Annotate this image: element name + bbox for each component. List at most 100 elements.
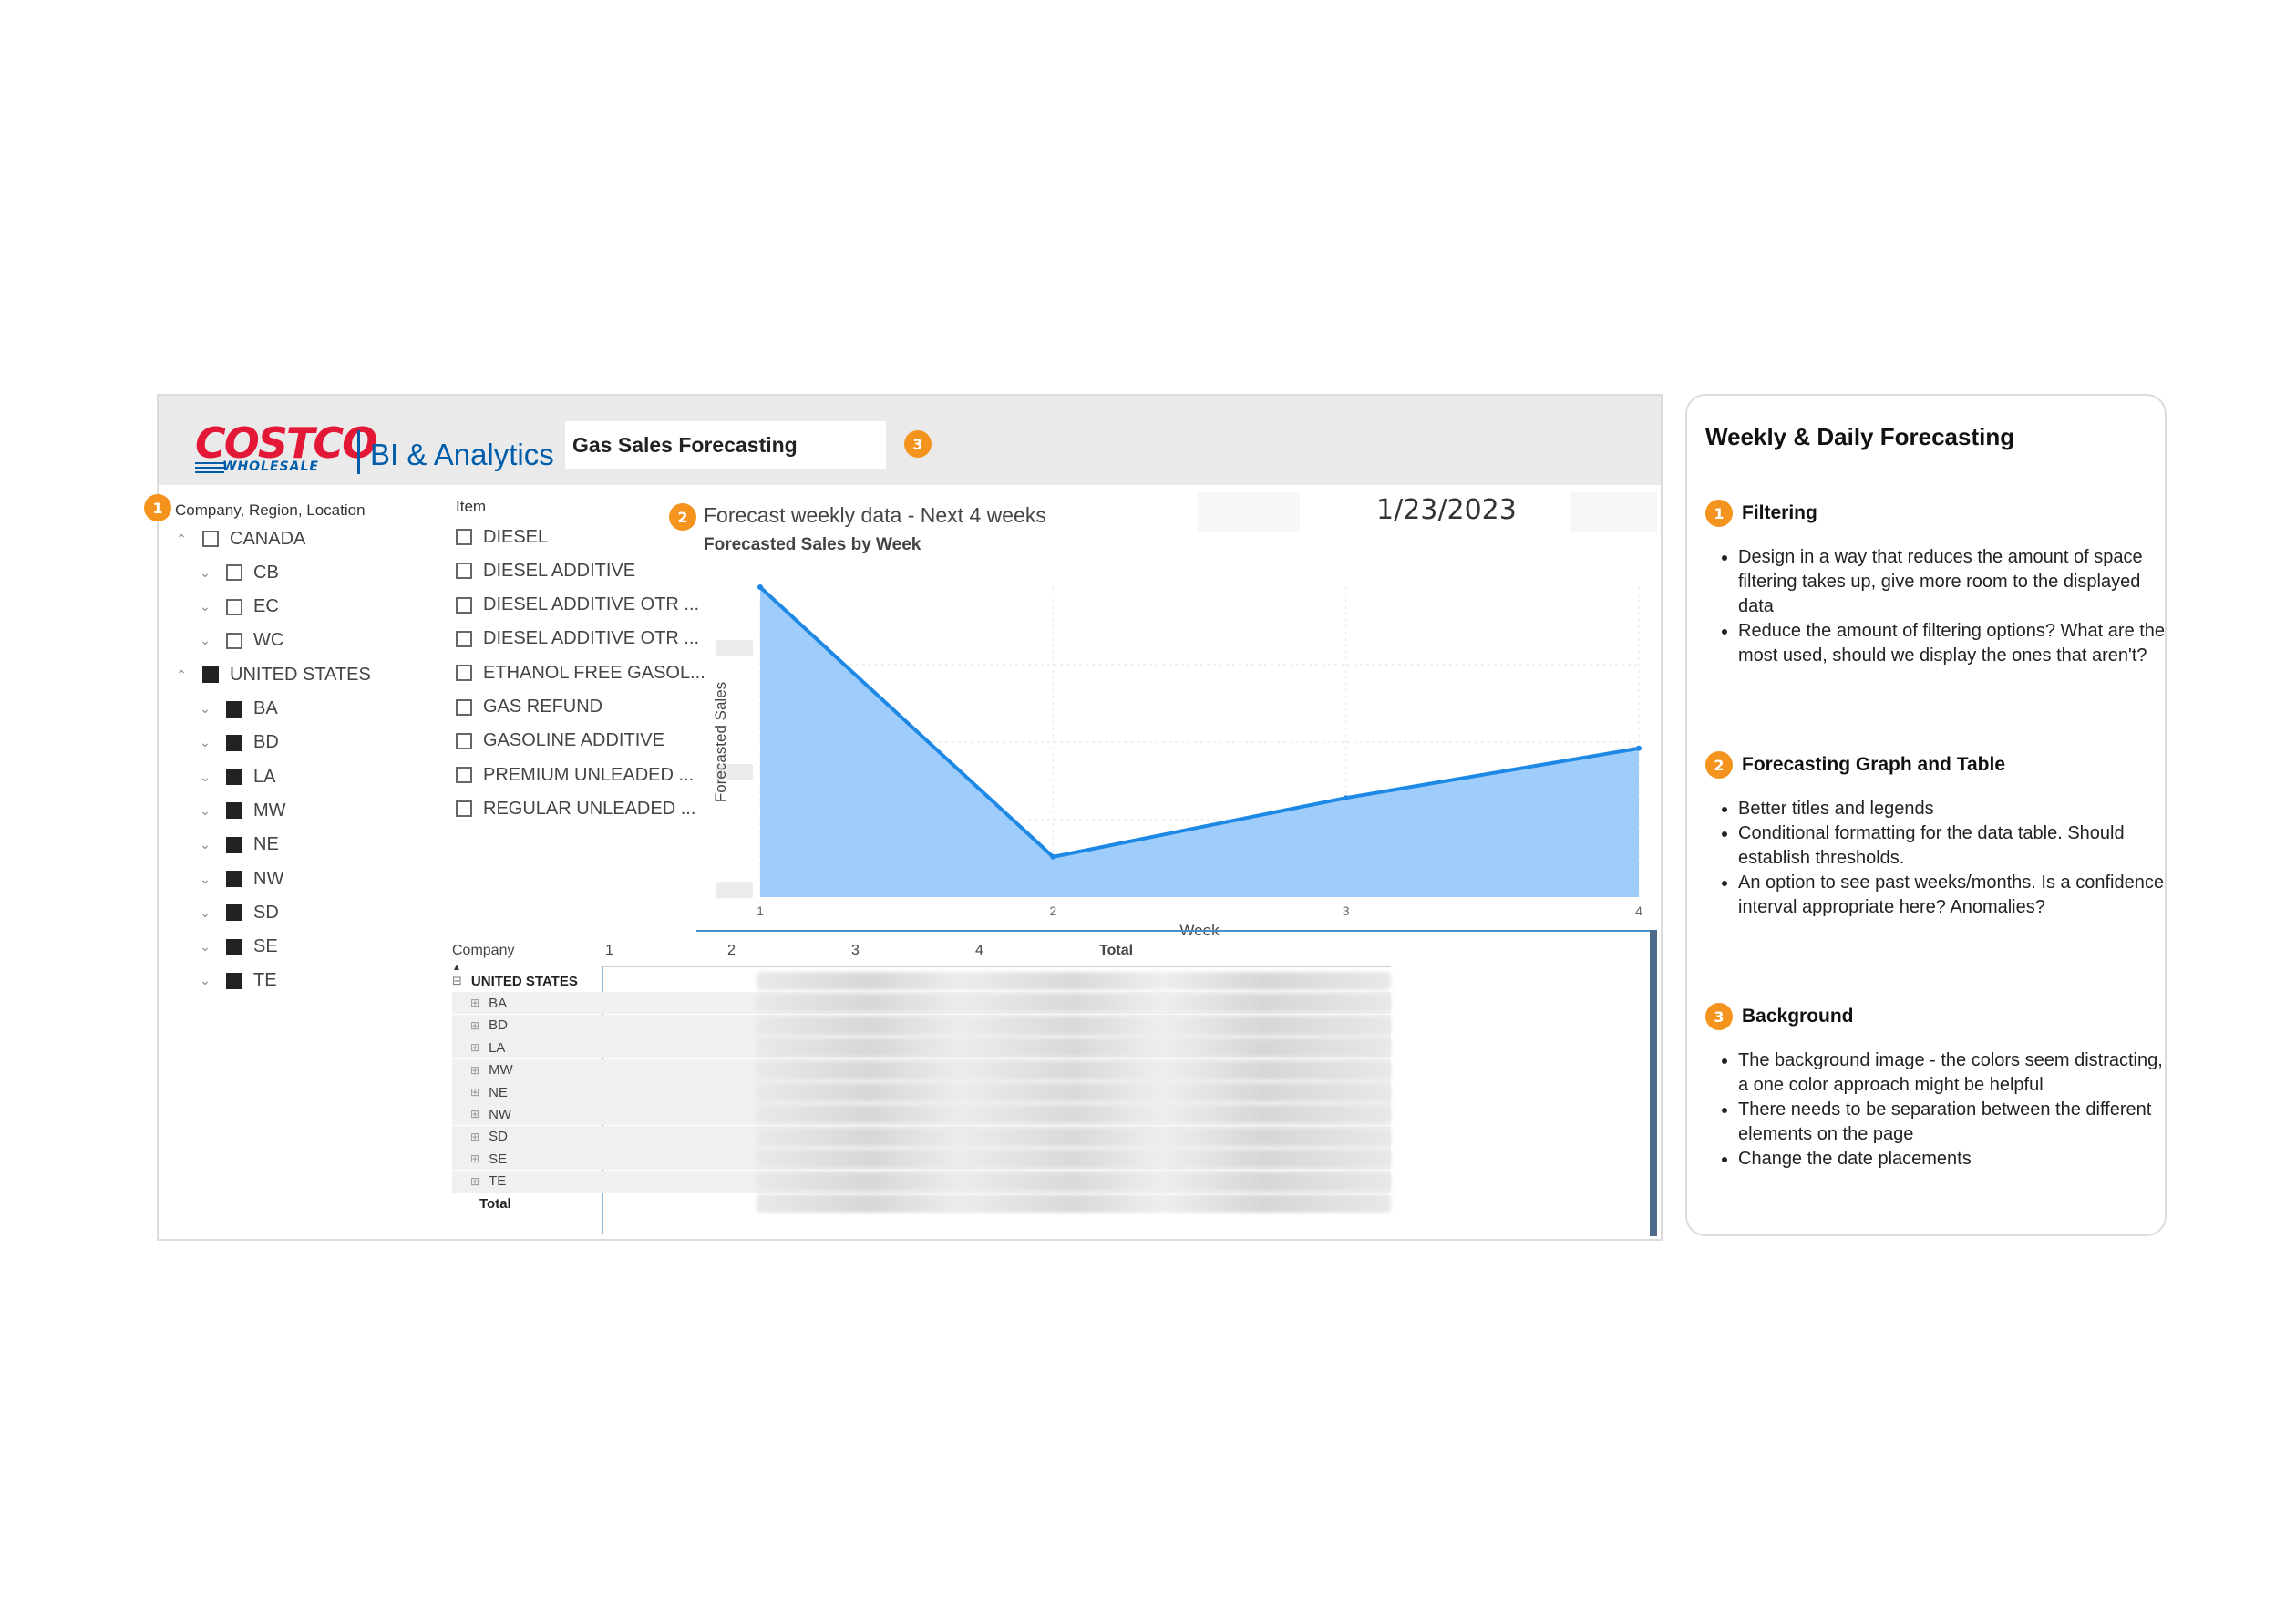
expand-icon[interactable]: ⊞ xyxy=(470,1086,480,1099)
redacted-y-tick xyxy=(716,640,753,656)
item-option[interactable]: ETHANOL FREE GASOL... xyxy=(456,659,705,687)
scroll-bar[interactable] xyxy=(1650,930,1657,1236)
matrix-group-row[interactable]: ⊟ UNITED STATES xyxy=(452,970,1391,992)
checkbox[interactable] xyxy=(226,938,242,955)
checkbox[interactable] xyxy=(226,632,242,649)
matrix-total-row[interactable]: Total xyxy=(452,1193,1391,1214)
checkbox[interactable] xyxy=(226,734,242,751)
chevron-up-icon[interactable]: ⌃ xyxy=(176,531,187,546)
item-option-label: ETHANOL FREE GASOL... xyxy=(483,662,705,683)
expand-icon[interactable]: ⊞ xyxy=(470,1108,480,1121)
location-node-sd[interactable]: ⌄ SD xyxy=(199,899,279,926)
chevron-up-icon[interactable]: ⌃ xyxy=(176,666,187,682)
location-node-nw[interactable]: ⌄ NW xyxy=(199,865,283,893)
checkbox[interactable] xyxy=(456,800,472,818)
item-option[interactable]: GAS REFUND xyxy=(456,694,602,721)
section-bullets: Better titles and legendsConditional for… xyxy=(1720,797,2167,920)
chevron-down-icon[interactable]: ⌄ xyxy=(200,904,211,920)
checkbox[interactable] xyxy=(456,529,472,545)
location-node-bd[interactable]: ⌄ BD xyxy=(199,729,279,757)
location-node-la[interactable]: ⌄ LA xyxy=(199,763,275,790)
checkbox[interactable] xyxy=(226,836,242,853)
series-line[interactable] xyxy=(758,585,1640,859)
checkbox[interactable] xyxy=(456,630,472,647)
bullet-item: There needs to be separation between the… xyxy=(1738,1098,2167,1147)
chevron-down-icon[interactable]: ⌄ xyxy=(200,599,211,614)
expand-icon[interactable]: ⊞ xyxy=(470,1174,480,1188)
item-option-label: GAS REFUND xyxy=(483,697,603,717)
chevron-down-icon[interactable]: ⌄ xyxy=(200,973,211,988)
checkbox[interactable] xyxy=(456,563,472,580)
expand-icon[interactable]: ⊞ xyxy=(470,1130,480,1143)
chevron-down-icon[interactable]: ⌄ xyxy=(200,939,211,955)
matrix-row-label: NW xyxy=(489,1106,512,1122)
matrix-header-week-2[interactable]: 2 xyxy=(727,943,736,958)
chevron-down-icon[interactable]: ⌄ xyxy=(200,802,211,818)
checkbox[interactable] xyxy=(226,904,242,922)
location-node-label: TE xyxy=(253,970,277,991)
checkbox[interactable] xyxy=(226,700,242,718)
checkbox[interactable] xyxy=(456,767,472,784)
chevron-down-icon[interactable]: ⌄ xyxy=(200,701,211,716)
item-option[interactable]: GASOLINE ADDITIVE xyxy=(456,728,664,755)
checkbox[interactable] xyxy=(456,698,472,716)
expand-icon[interactable]: ⊞ xyxy=(470,1041,480,1055)
location-node-ne[interactable]: ⌄ NE xyxy=(199,831,279,859)
data-point[interactable] xyxy=(1636,745,1642,751)
location-node-te[interactable]: ⌄ TE xyxy=(199,967,277,995)
data-point[interactable] xyxy=(757,584,763,590)
chevron-down-icon[interactable]: ⌄ xyxy=(200,633,211,648)
sort-arrow-icon[interactable]: ▲ xyxy=(452,963,461,973)
chevron-down-icon[interactable]: ⌄ xyxy=(200,837,211,852)
item-option[interactable]: DIESEL xyxy=(456,523,548,551)
chevron-down-icon[interactable]: ⌄ xyxy=(200,564,211,580)
location-node-united-states[interactable]: ⌃ UNITED STATES xyxy=(175,661,371,688)
chevron-down-icon[interactable]: ⌄ xyxy=(200,735,211,750)
checkbox[interactable] xyxy=(456,596,472,614)
redacted-values xyxy=(757,1194,1391,1213)
checkbox[interactable] xyxy=(456,665,472,682)
checkbox[interactable] xyxy=(226,871,242,887)
item-option[interactable]: REGULAR UNLEADED ... xyxy=(456,795,695,822)
expand-icon[interactable]: ⊞ xyxy=(470,1152,480,1166)
location-node-cb[interactable]: ⌄ CB xyxy=(199,559,279,586)
item-option[interactable]: DIESEL ADDITIVE OTR ... xyxy=(456,592,699,619)
matrix-header-week-1[interactable]: 1 xyxy=(605,943,613,958)
location-node-label: WC xyxy=(253,630,284,651)
item-option[interactable]: PREMIUM UNLEADED ... xyxy=(456,761,694,789)
data-point[interactable] xyxy=(1050,853,1056,860)
checkbox[interactable] xyxy=(226,564,242,582)
bullet-item: An option to see past weeks/months. Is a… xyxy=(1738,871,2167,920)
checkbox[interactable] xyxy=(456,732,472,749)
data-point[interactable] xyxy=(1343,795,1349,801)
location-node-ec[interactable]: ⌄ EC xyxy=(199,594,279,621)
expand-icon[interactable]: ⊞ xyxy=(470,996,480,1010)
chevron-down-icon[interactable]: ⌄ xyxy=(200,769,211,784)
checkbox[interactable] xyxy=(226,972,242,989)
expand-icon[interactable]: ⊞ xyxy=(470,1063,480,1077)
chevron-down-icon[interactable]: ⌄ xyxy=(200,871,211,886)
bullet-item: Reduce the amount of filtering options? … xyxy=(1738,619,2167,668)
matrix-header-company[interactable]: Company xyxy=(452,943,515,958)
expand-icon[interactable]: ⊞ xyxy=(470,1018,480,1032)
collapse-icon[interactable]: ⊟ xyxy=(452,974,462,987)
matrix-header-week-3[interactable]: 3 xyxy=(851,943,860,958)
location-node-mw[interactable]: ⌄ MW xyxy=(199,797,285,824)
location-node-se[interactable]: ⌄ SE xyxy=(199,934,278,961)
location-node-wc[interactable]: ⌄ WC xyxy=(199,627,283,655)
location-node-ba[interactable]: ⌄ BA xyxy=(199,696,278,723)
section-title: Forecasting Graph and Table xyxy=(1742,754,2005,775)
matrix-header-week-4[interactable]: 4 xyxy=(975,943,983,958)
matrix-header-total[interactable]: Total xyxy=(1099,943,1134,958)
checkbox[interactable] xyxy=(226,769,242,786)
section-bullets: The background image - the colors seem d… xyxy=(1720,1048,2167,1172)
checkbox[interactable] xyxy=(226,598,242,615)
item-option-label: DIESEL ADDITIVE OTR ... xyxy=(483,594,700,615)
checkbox[interactable] xyxy=(202,531,219,547)
item-option[interactable]: DIESEL ADDITIVE OTR ... xyxy=(456,625,699,653)
location-node-canada[interactable]: ⌃ CANADA xyxy=(175,525,305,552)
checkbox[interactable] xyxy=(226,802,242,820)
checkbox[interactable] xyxy=(202,666,219,684)
item-option[interactable]: DIESEL ADDITIVE xyxy=(456,557,635,584)
